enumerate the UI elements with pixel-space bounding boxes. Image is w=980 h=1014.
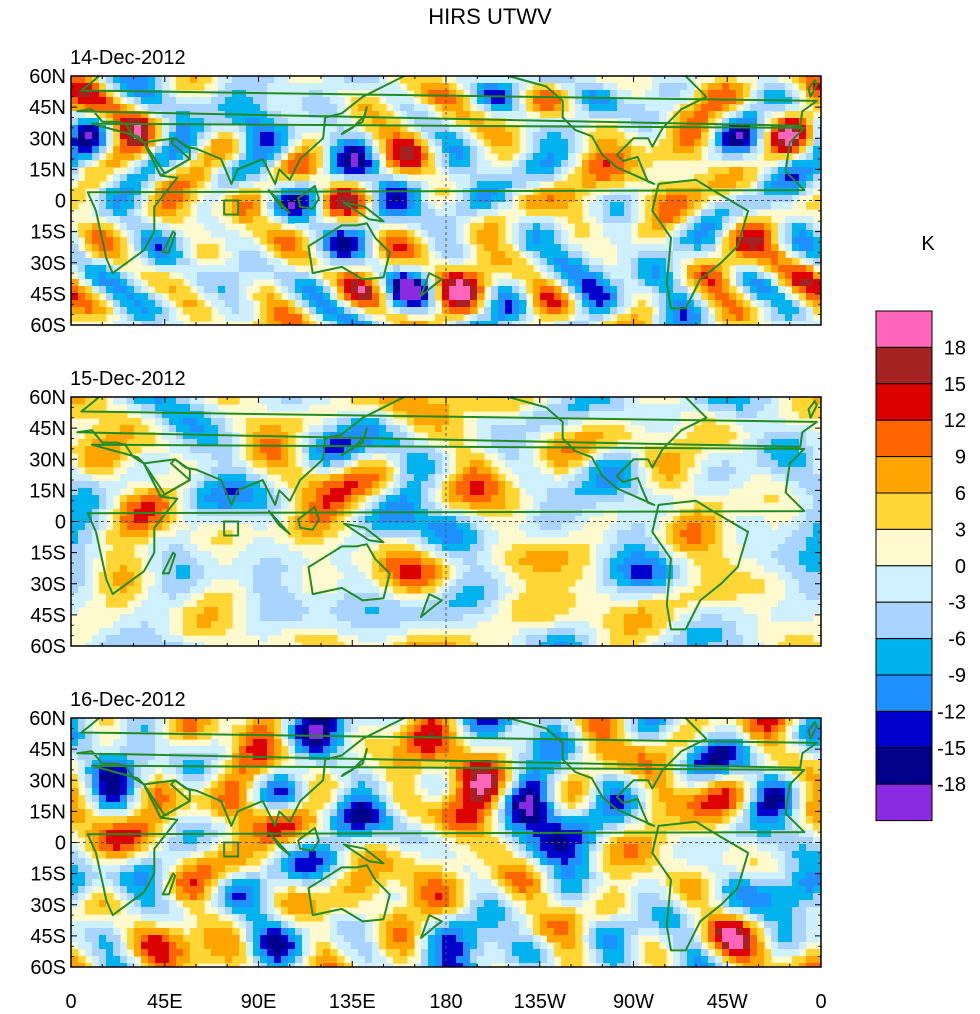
lat-tick-label: 45N [29,418,66,440]
lon-tick-label: 0 [65,991,76,1013]
colorbar-level: -15 [937,738,966,760]
lat-tick-label: 30N [29,770,66,792]
colorbar-swatch [875,383,933,421]
colorbar-level: 6 [955,483,966,505]
colorbar-swatch [875,783,933,822]
lon-tick-label: 0 [815,991,826,1013]
coastlines [76,76,818,310]
lat-tick-label: 45S [30,284,66,306]
lon-tick-label: 180 [429,991,462,1013]
lat-tick-label: 30S [30,895,66,917]
lon-tick-label: 45E [147,991,183,1013]
lon-tick-label: 90W [613,991,654,1013]
colorbar: K 18 15 12 9 6 3 0 -3 -6 -9 -12 -15 -18 [875,233,966,822]
colorbar-swatch [875,310,933,348]
colorbar-level: 0 [955,556,966,578]
colorbar-swatch [875,346,933,385]
colorbar-level: 15 [944,374,966,396]
coastlines [76,718,818,952]
lat-tick-label: 15N [29,480,66,502]
lat-tick-label: 60S [30,636,66,658]
colorbar-level: -12 [937,701,966,723]
lat-tick-label: 30S [30,253,66,275]
colorbar-swatch [875,456,933,494]
lat-tick-label: 15S [30,222,66,244]
lat-tick-label: 60S [30,315,66,337]
lat-tick-label: 45S [30,605,66,627]
lat-tick-label: 30N [29,128,66,150]
lat-tick-label: 0 [55,191,66,213]
colorbar-swatch [875,601,933,640]
lon-tick-label: 90E [241,991,277,1013]
colorbar-level: 12 [944,410,966,432]
colorbar-swatch [875,565,933,603]
colorbar-unit: K [921,233,935,255]
colorbar-swatch [875,638,933,676]
lon-axis: 0 45E 90E 135E 180 135W 90W 45W 0 [65,991,826,1013]
lat-tick-label: 60N [29,66,66,88]
lat-tick-label: 45N [29,739,66,761]
colorbar-swatch [875,492,933,530]
colorbar-level: 9 [955,447,966,469]
lat-tick-label: 60S [30,957,66,979]
lat-tick-label: 45S [30,926,66,948]
coastlines [76,397,818,631]
colorbar-swatch [875,674,933,712]
lon-tick-label: 45W [707,991,748,1013]
panel-date: 15-Dec-2012 [70,368,186,390]
figure-title: HIRS UTWV [428,4,552,29]
anomaly-field [71,76,821,325]
colorbar-level: 3 [955,519,966,541]
colorbar-level: -6 [948,629,966,651]
anomaly-field [71,718,821,967]
colorbar-swatch [875,710,933,749]
lat-tick-label: 30N [29,449,66,471]
colorbar-swatch [875,528,933,567]
lat-tick-label: 60N [29,387,66,409]
lat-tick-label: 15N [29,801,66,823]
lat-tick-label: 45N [29,97,66,119]
lat-tick-label: 15N [29,159,66,181]
colorbar-level: -3 [948,592,966,614]
lat-tick-label: 30S [30,574,66,596]
lat-tick-label: 15S [30,864,66,886]
lat-tick-label: 15S [30,543,66,565]
lat-tick-label: 0 [55,833,66,855]
colorbar-level: -9 [948,665,966,687]
colorbar-level: -18 [937,774,966,796]
anomaly-field [71,397,821,646]
lat-tick-label: 0 [55,512,66,534]
lon-tick-label: 135W [514,991,566,1013]
lat-tick-label: 60N [29,708,66,730]
colorbar-swatch [875,747,933,785]
lon-tick-label: 135E [329,991,376,1013]
colorbar-level: 18 [944,337,966,359]
panel-date: 16-Dec-2012 [70,689,186,711]
colorbar-swatch [875,419,933,458]
panel-date: 14-Dec-2012 [70,47,186,69]
